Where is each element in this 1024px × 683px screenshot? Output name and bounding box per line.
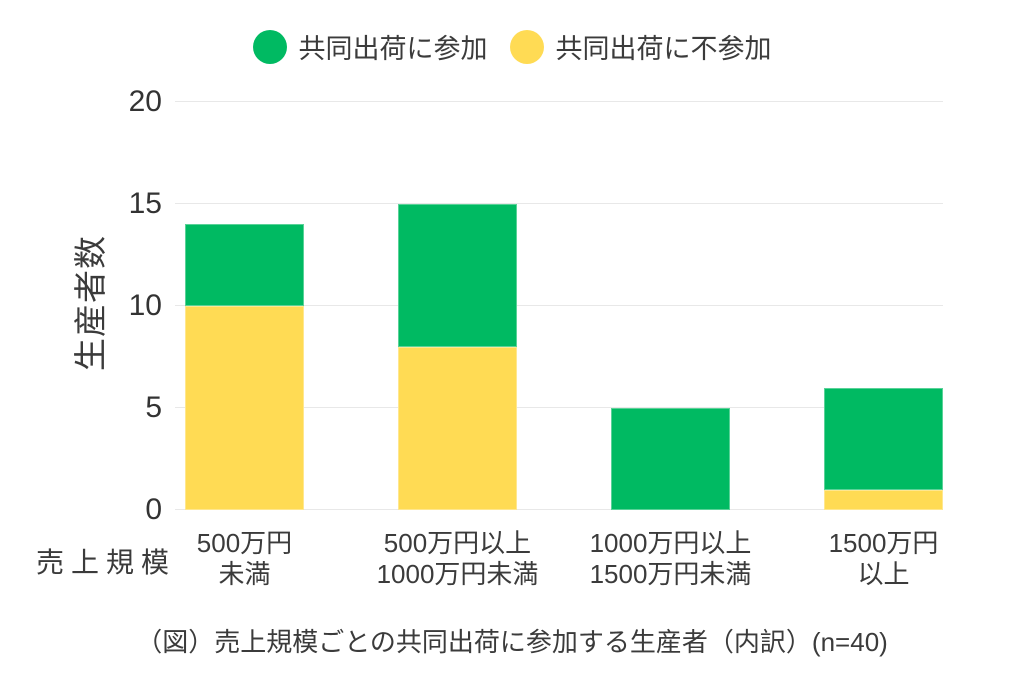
x-category-label-line: 1500万円 — [828, 528, 939, 558]
bar-4-segment-not-participate — [824, 489, 943, 510]
x-category-label-line: 1000万円未満 — [376, 559, 539, 589]
x-category-label-2: 500万円以上 1000万円未満 — [343, 528, 573, 590]
legend-dot-yellow-icon — [509, 29, 544, 64]
x-category-label-line: 未満 — [218, 559, 271, 589]
y-tick-label-20: 20 — [128, 85, 162, 118]
bar-2-segment-not-participate — [398, 346, 517, 510]
bar-4-segment-participate — [824, 387, 943, 490]
bar-3-segment-participate — [611, 408, 730, 510]
gridline-y-10 — [175, 305, 943, 306]
legend-label-participate: 共同出荷に参加 — [298, 34, 488, 64]
x-category-label-3: 1000万円以上 1500万円未満 — [556, 528, 786, 590]
legend-item-participate: 共同出荷に参加 — [252, 27, 488, 66]
legend-label-not-participate: 共同出荷に不参加 — [555, 34, 772, 64]
x-category-label-4: 1500万円 以上 — [769, 528, 999, 590]
y-tick-label-5: 5 — [145, 391, 162, 424]
legend-dot-green-icon — [252, 29, 287, 64]
gridline-y-0 — [175, 509, 943, 510]
gridline-y-20 — [175, 101, 943, 102]
x-category-label-line: 500万円 — [196, 528, 293, 558]
legend-item-not-participate: 共同出荷に不参加 — [509, 27, 772, 66]
bar-2-segment-participate — [398, 204, 517, 347]
x-category-label-line: 1000万円以上 — [589, 528, 752, 558]
x-category-label-line: 500万円以上 — [383, 528, 532, 558]
x-category-label-1: 500万円 未満 — [130, 528, 360, 590]
gridline-y-15 — [175, 203, 943, 204]
x-axis-title: 売上規模 — [36, 547, 177, 578]
x-category-label-line: 1500万円未満 — [589, 559, 752, 589]
y-tick-label-15: 15 — [128, 187, 162, 220]
bar-1-segment-not-participate — [185, 306, 304, 510]
legend: 共同出荷に参加 共同出荷に不参加 — [0, 27, 1024, 66]
x-category-label-line: 以上 — [857, 559, 910, 589]
y-tick-label-0: 0 — [145, 493, 162, 526]
chart-caption: （図）売上規模ごとの共同出荷に参加する生産者（内訳）(n=40) — [136, 627, 888, 657]
bar-1-segment-participate — [185, 224, 304, 306]
gridline-y-5 — [175, 407, 943, 408]
y-tick-label-10: 10 — [128, 289, 162, 322]
